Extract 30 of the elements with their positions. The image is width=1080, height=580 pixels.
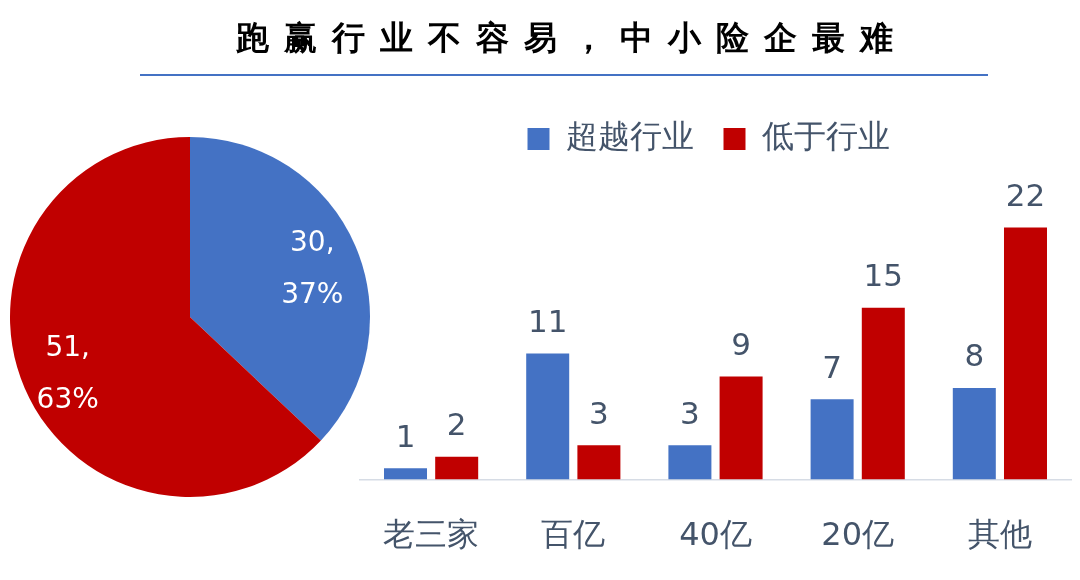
data-label: 22 bbox=[1005, 176, 1046, 213]
bar bbox=[810, 399, 854, 480]
data-label: 8 bbox=[964, 337, 985, 374]
bar bbox=[952, 387, 996, 480]
bar bbox=[861, 307, 905, 480]
data-label: 30, 37% bbox=[281, 224, 344, 310]
x-tick-label: 老三家 bbox=[383, 515, 480, 554]
data-label: 2 bbox=[446, 406, 467, 443]
bar bbox=[384, 468, 428, 480]
legend-label: 低于行业 bbox=[761, 117, 890, 156]
data-label: 1 bbox=[395, 417, 416, 454]
bar bbox=[577, 445, 621, 480]
bar bbox=[526, 353, 570, 480]
x-tick-label: 20亿 bbox=[821, 515, 895, 554]
x-tick-label: 其他 bbox=[967, 515, 1032, 554]
legend-label: 超越行业 bbox=[565, 117, 694, 156]
data-label: 7 bbox=[822, 348, 842, 385]
data-label: 3 bbox=[680, 394, 700, 431]
data-label: 51, 63% bbox=[36, 330, 99, 416]
bar bbox=[435, 456, 479, 480]
data-label: 9 bbox=[731, 325, 751, 362]
data-label: 11 bbox=[527, 303, 568, 340]
bar bbox=[719, 376, 763, 480]
x-tick-label: 40亿 bbox=[679, 515, 752, 554]
data-label: 15 bbox=[863, 257, 904, 294]
x-tick-label: 百亿 bbox=[541, 515, 606, 554]
bar bbox=[668, 445, 712, 480]
bar bbox=[1004, 227, 1047, 480]
text: 跑赢行业不容易，中小险企最难 bbox=[234, 17, 909, 59]
data-label: 3 bbox=[589, 394, 609, 431]
